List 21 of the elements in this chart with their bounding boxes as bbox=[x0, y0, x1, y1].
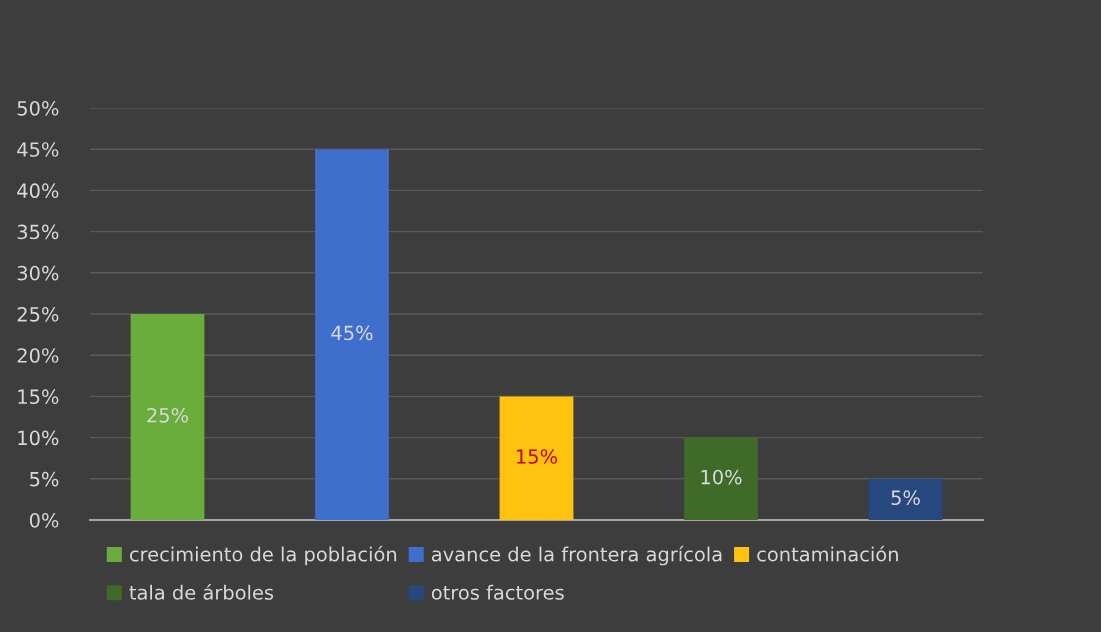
data-label: 5% bbox=[891, 490, 920, 506]
legend-label: avance de la frontera agrícola bbox=[431, 545, 722, 566]
y-tick-label: 50% bbox=[17, 100, 59, 116]
legend-label: tala de árboles bbox=[129, 584, 274, 600]
data-label: 10% bbox=[701, 469, 742, 485]
y-tick-label: 35% bbox=[17, 224, 59, 240]
y-tick-label: 10% bbox=[18, 430, 59, 446]
y-tick-label: 0% bbox=[29, 512, 59, 528]
y-tick-label: 30% bbox=[17, 265, 59, 281]
y-tick-label: 45% bbox=[17, 142, 59, 157]
data-label: 15% bbox=[517, 449, 558, 464]
y-tick-label: 25% bbox=[17, 306, 59, 322]
y-tick-label: 15% bbox=[18, 389, 59, 405]
legend-label: crecimiento de la población bbox=[129, 545, 397, 566]
legend-label: contaminación bbox=[757, 545, 898, 562]
legend-label: otros factores bbox=[431, 584, 564, 600]
data-label: 25% bbox=[147, 407, 189, 423]
data-label: 45% bbox=[331, 325, 373, 341]
y-tick-label: 40% bbox=[17, 183, 59, 199]
y-tick-label: 5% bbox=[30, 471, 59, 487]
y-tick-label: 20% bbox=[17, 348, 59, 363]
